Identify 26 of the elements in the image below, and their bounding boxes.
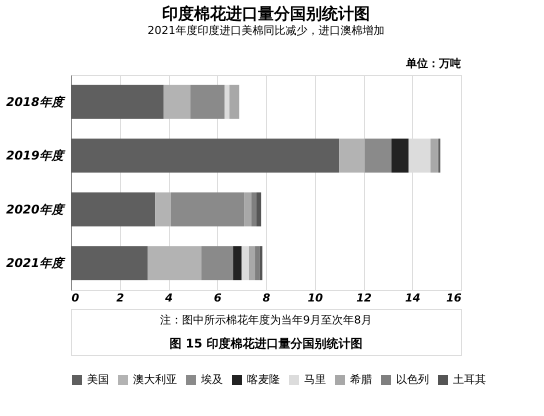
- x-tick-label: 10: [308, 292, 324, 304]
- legend-label: 土耳其: [453, 373, 486, 386]
- x-tick-label: 6: [214, 292, 222, 304]
- text: 注：图中所示棉花年度为当年9月至次年8月: [160, 314, 372, 326]
- legend-label: 喀麦隆: [247, 373, 280, 386]
- x-tick-label: 2: [116, 292, 124, 304]
- text: 单位：万吨: [405, 57, 461, 70]
- legend-label: 马里: [304, 373, 326, 386]
- legend-label: 埃及: [200, 373, 223, 386]
- legend-label: 以色列: [396, 373, 429, 386]
- x-tick-label: 16: [446, 292, 462, 304]
- y-tick-label: 2018年度: [6, 94, 66, 109]
- legend-label: 澳大利亚: [133, 373, 177, 386]
- y-tick-label: 2021年度: [6, 256, 66, 270]
- caption: 图 15 印度棉花进口量分国别统计图: [169, 336, 363, 350]
- x-tick-label: 8: [262, 292, 271, 304]
- x-tick-label: 14: [405, 292, 420, 304]
- legend-label: 希腊: [350, 373, 372, 386]
- y-tick-label: 2020年度: [6, 202, 66, 216]
- x-tick-label: 4: [164, 292, 173, 304]
- chart-subtitle: 2021年度印度进口美棉同比减少，进口澳棉增加: [148, 24, 384, 37]
- legend-label: 美国: [87, 373, 109, 386]
- chart-title: 印度棉花进口量分国别统计图: [162, 4, 370, 23]
- y-tick-label: 2019年度: [6, 148, 66, 163]
- x-tick-label: 0: [72, 292, 80, 304]
- x-tick-label: 12: [356, 292, 372, 304]
